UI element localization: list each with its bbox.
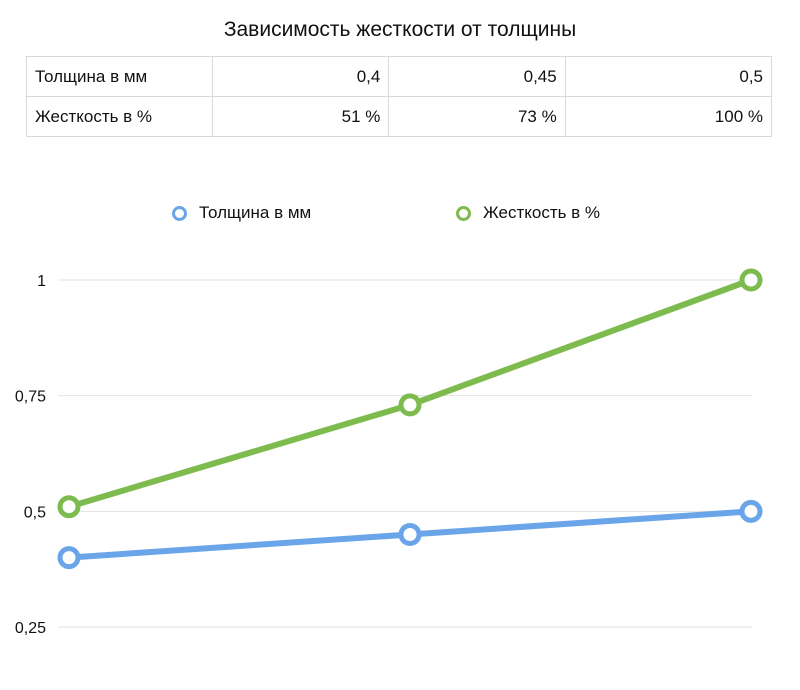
table-cell: 0,4 [211,56,390,97]
legend-marker-icon [456,205,471,221]
legend-item-stiffness: Жесткость в % [456,203,600,223]
y-axis: 0,25 0,5 0,75 1 [15,273,46,637]
data-point [739,268,763,292]
data-point [398,522,422,546]
table-row: Толщина в мм 0,4 0,45 0,5 [26,56,773,97]
table-cell: 100 % [564,96,773,137]
legend-item-thickness: Толщина в мм [172,203,311,223]
gridlines [58,279,752,628]
data-point [398,393,422,417]
series-line [66,277,754,510]
series [57,268,763,570]
data-table: Толщина в мм 0,4 0,45 0,5 Жесткость в % … [26,56,773,137]
data-point [739,499,763,523]
data-point [57,495,81,519]
table-cell: 73 % [388,96,566,137]
table-row-label: Толщина в мм [26,56,213,97]
table-cell: 0,5 [564,56,773,97]
y-tick-label: 0,25 [15,620,46,637]
y-tick-label: 1 [37,273,46,290]
legend-label: Жесткость в % [483,203,601,222]
legend: Толщина в мм Жесткость в % [0,203,800,227]
table-cell: 51 % [211,96,390,137]
data-point [57,546,81,570]
y-tick-label: 0,5 [24,504,46,521]
legend-label: Толщина в мм [199,203,312,222]
y-tick-label: 0,75 [15,389,46,406]
table-row: Жесткость в % 51 % 73 % 100 % [26,96,773,137]
table-row-label: Жесткость в % [26,96,213,137]
table-cell: 0,45 [388,56,566,97]
chart-title: Зависимость жесткости от толщины [223,18,577,41]
legend-marker-icon [172,205,187,221]
